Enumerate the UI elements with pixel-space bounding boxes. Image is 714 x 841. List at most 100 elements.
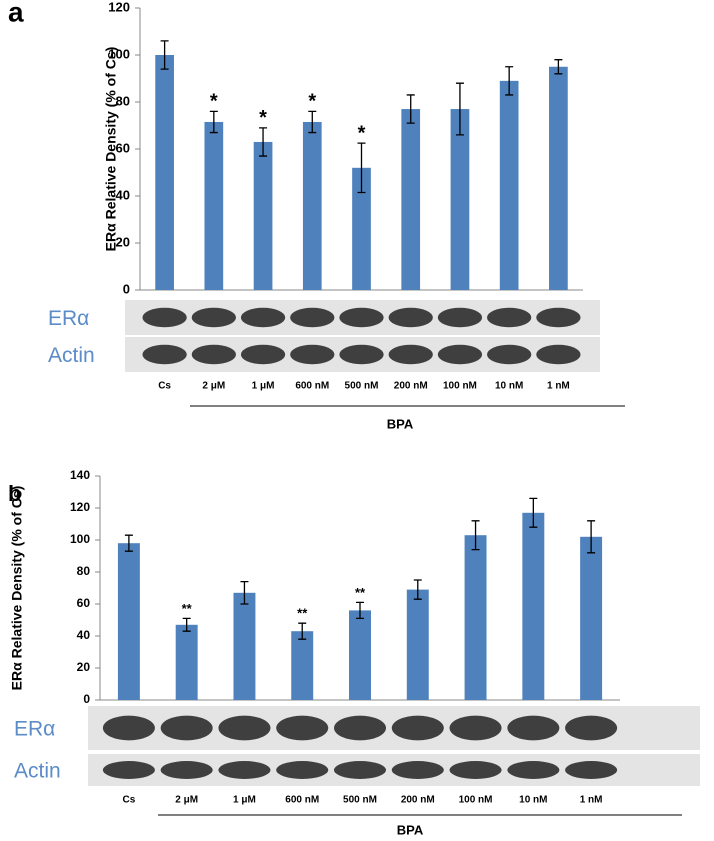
blot-band bbox=[290, 344, 335, 365]
blot-band bbox=[536, 307, 581, 328]
blot-band bbox=[334, 761, 386, 779]
blot-band bbox=[487, 307, 532, 328]
significance-mark: * bbox=[308, 91, 316, 113]
blot-band bbox=[388, 344, 433, 365]
panel-label: b bbox=[8, 481, 21, 506]
error-bar bbox=[240, 580, 249, 605]
y-tick-label: 0 bbox=[83, 692, 90, 706]
x-tick-label: 2 μM bbox=[202, 381, 225, 392]
significance-mark: ** bbox=[355, 585, 366, 600]
bar bbox=[580, 536, 603, 700]
error-bar bbox=[471, 520, 480, 551]
blot-band bbox=[449, 761, 502, 779]
x-tick-label: 1 μM bbox=[252, 381, 275, 392]
blot-band bbox=[142, 307, 187, 328]
error-bar bbox=[357, 142, 366, 194]
blot-band bbox=[142, 344, 187, 365]
x-tick-label: 200 nM bbox=[394, 381, 428, 392]
blot-band bbox=[391, 761, 444, 779]
x-tick-label: 1 nM bbox=[580, 795, 603, 806]
bar bbox=[117, 543, 140, 700]
error-bar bbox=[529, 497, 538, 528]
bar bbox=[233, 592, 256, 700]
blot-band bbox=[240, 307, 286, 328]
bar bbox=[291, 631, 314, 700]
y-axis-label: ERα Relative Density (% of Cs) bbox=[103, 47, 119, 252]
error-bar bbox=[455, 82, 464, 136]
blot-band bbox=[487, 344, 532, 365]
bar bbox=[522, 512, 545, 700]
y-tick-label: 60 bbox=[116, 140, 130, 155]
blot-band bbox=[507, 761, 560, 779]
y-tick-label: 100 bbox=[70, 532, 90, 546]
blot-band bbox=[191, 344, 236, 365]
significance-mark: * bbox=[210, 91, 218, 113]
group-label: BPA bbox=[387, 416, 414, 431]
significance-mark: * bbox=[259, 107, 267, 129]
error-bar bbox=[182, 617, 191, 632]
blot-band bbox=[102, 761, 155, 779]
blot-band bbox=[160, 715, 213, 741]
error-bar bbox=[298, 622, 307, 640]
blot-band bbox=[565, 715, 618, 741]
y-tick-label: 20 bbox=[77, 660, 91, 674]
bar bbox=[302, 121, 322, 290]
y-tick-label: 40 bbox=[77, 628, 91, 642]
bar bbox=[352, 167, 371, 290]
blot-band bbox=[507, 715, 560, 741]
blot-band bbox=[437, 307, 483, 328]
blot-band bbox=[388, 307, 433, 328]
error-bar bbox=[209, 110, 218, 134]
bar bbox=[175, 624, 198, 700]
error-bar bbox=[554, 59, 563, 75]
y-tick-label: 120 bbox=[70, 500, 90, 514]
bar bbox=[549, 66, 568, 290]
error-bar bbox=[587, 520, 596, 554]
x-tick-label: 10 nM bbox=[495, 381, 523, 392]
x-tick-label: 500 nM bbox=[345, 381, 379, 392]
bar bbox=[253, 141, 273, 290]
x-tick-label: 2 μM bbox=[175, 795, 198, 806]
x-tick-label: Cs bbox=[158, 381, 171, 392]
significance-mark: ** bbox=[182, 601, 193, 616]
x-tick-label: 100 nM bbox=[443, 381, 477, 392]
y-tick-label: 120 bbox=[108, 0, 130, 14]
x-tick-label: 1 nM bbox=[547, 381, 570, 392]
blot-band bbox=[536, 344, 581, 365]
blot-band bbox=[339, 307, 384, 328]
y-tick-label: 80 bbox=[77, 564, 91, 578]
significance-mark: ** bbox=[297, 606, 308, 621]
blot-band bbox=[191, 307, 236, 328]
x-tick-label: 1 μM bbox=[233, 795, 256, 806]
blot-band bbox=[290, 307, 335, 328]
error-bar bbox=[356, 601, 364, 620]
bar bbox=[204, 121, 224, 290]
bar bbox=[155, 55, 174, 290]
blot-label: Actin bbox=[48, 344, 95, 367]
bar bbox=[406, 589, 429, 700]
group-label: BPA bbox=[397, 822, 424, 837]
blot-band bbox=[334, 715, 386, 741]
x-tick-label: 200 nM bbox=[401, 795, 435, 806]
y-tick-label: 20 bbox=[116, 234, 130, 249]
y-axis-label: ERα Relative Density (% of Cs) bbox=[9, 486, 25, 691]
significance-mark: * bbox=[358, 122, 366, 144]
blot-band bbox=[276, 715, 329, 741]
x-tick-label: 500 nM bbox=[343, 795, 377, 806]
bar bbox=[401, 109, 421, 290]
bar bbox=[499, 80, 519, 290]
blot-label: ERα bbox=[14, 718, 55, 741]
y-tick-label: 80 bbox=[116, 93, 130, 108]
blot-band bbox=[102, 715, 155, 741]
blot-band bbox=[160, 761, 213, 779]
blot-band bbox=[391, 715, 444, 741]
blot-label: ERα bbox=[48, 307, 89, 330]
y-tick-label: 100 bbox=[108, 46, 130, 61]
x-tick-label: 600 nM bbox=[295, 381, 329, 392]
bar bbox=[450, 109, 470, 290]
error-bar bbox=[413, 579, 422, 600]
y-tick-label: 60 bbox=[77, 596, 91, 610]
y-tick-label: 40 bbox=[116, 187, 130, 202]
blot-band bbox=[218, 715, 271, 741]
